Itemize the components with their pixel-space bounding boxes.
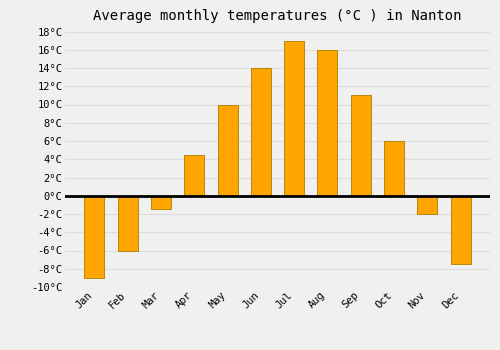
Bar — [184, 155, 204, 196]
Bar — [450, 196, 470, 264]
Bar — [84, 196, 104, 278]
Bar — [118, 196, 138, 251]
Bar — [218, 105, 238, 196]
Bar — [418, 196, 438, 214]
Bar — [151, 196, 171, 209]
Bar — [284, 41, 304, 196]
Bar — [384, 141, 404, 196]
Bar — [251, 68, 271, 196]
Title: Average monthly temperatures (°C ) in Nanton: Average monthly temperatures (°C ) in Na… — [93, 9, 462, 23]
Bar — [318, 50, 338, 196]
Bar — [351, 95, 371, 196]
